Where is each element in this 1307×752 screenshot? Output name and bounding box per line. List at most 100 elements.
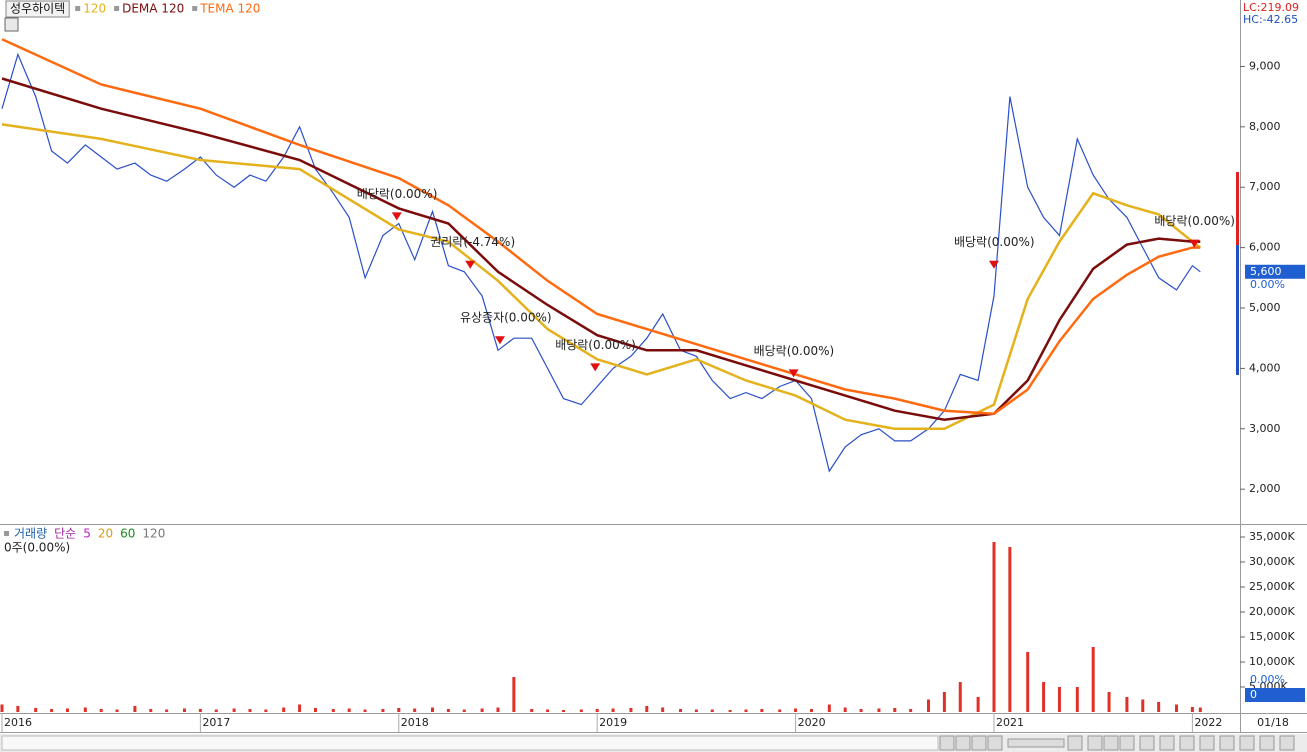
volume-bar (480, 708, 484, 712)
moving-average-line (1, 123, 1202, 431)
volume-bar (431, 707, 435, 712)
range-bar-down (1236, 245, 1239, 375)
volume-bar (0, 704, 4, 712)
volume-bar (1198, 707, 1202, 712)
volume-bar (645, 706, 649, 712)
volume-bar (99, 709, 103, 712)
volume-bar (942, 692, 946, 712)
rewind-button[interactable] (955, 735, 971, 751)
x-tick-label: 2022 (1194, 716, 1222, 729)
event-label: 배당락(0.00%) (555, 338, 636, 352)
volume-bar (313, 708, 317, 712)
volume-bar (1107, 692, 1111, 712)
volume-bar (794, 708, 798, 712)
volume-bar (248, 709, 252, 712)
volume-bar (115, 709, 119, 712)
x-tick-label: 2021 (996, 716, 1024, 729)
tool-button[interactable] (1239, 735, 1255, 751)
tool-button[interactable] (1103, 735, 1119, 751)
volume-bar (298, 704, 302, 712)
legend-icon (114, 6, 120, 11)
volume-bar (927, 699, 931, 712)
tool-button[interactable] (1087, 735, 1103, 751)
change-label: 0.00% (1250, 278, 1285, 291)
volume-bar (877, 708, 881, 712)
scroll-track[interactable] (1, 735, 939, 751)
volume-bar (165, 709, 169, 712)
tool-button[interactable] (1199, 735, 1215, 751)
legend-label: 60 (120, 527, 135, 541)
y-tick-label: 6,000 (1249, 241, 1281, 254)
y-tick-label: 8,000 (1249, 120, 1281, 133)
event-label: 권리락(-4.74%) (430, 235, 515, 249)
volume-status: 0주(0.00%) (4, 541, 70, 555)
forward-button[interactable] (987, 735, 1003, 751)
volume-bar (282, 707, 286, 712)
tool-button[interactable] (1219, 735, 1235, 751)
legend-label: 단순 (54, 527, 76, 541)
zoom-button[interactable] (1067, 735, 1083, 751)
volume-bar (34, 708, 38, 712)
zoom-slider[interactable] (1007, 738, 1065, 748)
y-tick-label: 30,000K (1249, 555, 1295, 568)
legend-icon (75, 6, 81, 11)
tool-button[interactable] (1159, 735, 1175, 751)
volume-bar (958, 682, 962, 712)
y-tick-label: 2,000 (1249, 482, 1281, 495)
stop-button[interactable] (971, 735, 987, 751)
event-marker (590, 363, 601, 372)
tool-button[interactable] (1259, 735, 1275, 751)
event-label: 배당락(0.00%) (954, 235, 1035, 249)
volume-bar (728, 710, 732, 712)
volume-bar (992, 542, 996, 712)
event-marker (788, 369, 799, 378)
tool-button[interactable] (1139, 735, 1155, 751)
tool-button[interactable] (1279, 735, 1295, 751)
y-tick-label: 7,000 (1249, 180, 1281, 193)
event-marker (465, 260, 476, 269)
toolbar (939, 735, 1295, 751)
tool-button[interactable] (1119, 735, 1135, 751)
volume-bar (381, 709, 385, 712)
volume-bar (809, 709, 813, 712)
volume-bar (363, 709, 367, 712)
legend-label: 120 (83, 2, 106, 16)
settings-icon[interactable] (4, 17, 19, 32)
volume-bar (512, 677, 516, 712)
y-tick-label: 10,000K (1249, 655, 1295, 668)
volume-bar (16, 706, 20, 712)
y-tick-label: 35,000K (1249, 530, 1295, 543)
date-label: 01/18 (1257, 716, 1289, 729)
volume-change-label: 0.00% (1250, 673, 1285, 686)
event-marker (988, 260, 999, 269)
event-marker (494, 336, 505, 345)
scroll-button[interactable] (939, 735, 955, 751)
tool-button[interactable] (1179, 735, 1195, 751)
volume-bar (976, 697, 980, 712)
volume-bar (893, 708, 897, 712)
legend-label: 120 (142, 527, 165, 541)
volume-bar (462, 709, 466, 712)
x-tick-label: 2020 (798, 716, 826, 729)
range-bar-up (1236, 172, 1239, 245)
volume-bar (413, 708, 417, 712)
current-price-box (1245, 264, 1305, 279)
y-tick-label: 25,000K (1249, 580, 1295, 593)
volume-bar (1042, 682, 1046, 712)
volume-bar (1008, 547, 1012, 712)
event-label: 배당락(0.00%) (1154, 214, 1235, 228)
volume-bar (710, 709, 714, 712)
event-marker (1189, 239, 1200, 248)
lc-label: LC:219.09 (1243, 1, 1299, 14)
volume-bar (744, 709, 748, 712)
event-label: 유상증자(0.00%) (460, 311, 552, 325)
volume-bar (149, 709, 153, 712)
volume-bar (679, 709, 683, 712)
y-tick-label: 15,000K (1249, 630, 1295, 643)
volume-bar (198, 709, 202, 712)
volume-bar (133, 706, 137, 712)
stock-name: 성우하이텍 (10, 2, 65, 16)
volume-bar (1157, 702, 1161, 712)
